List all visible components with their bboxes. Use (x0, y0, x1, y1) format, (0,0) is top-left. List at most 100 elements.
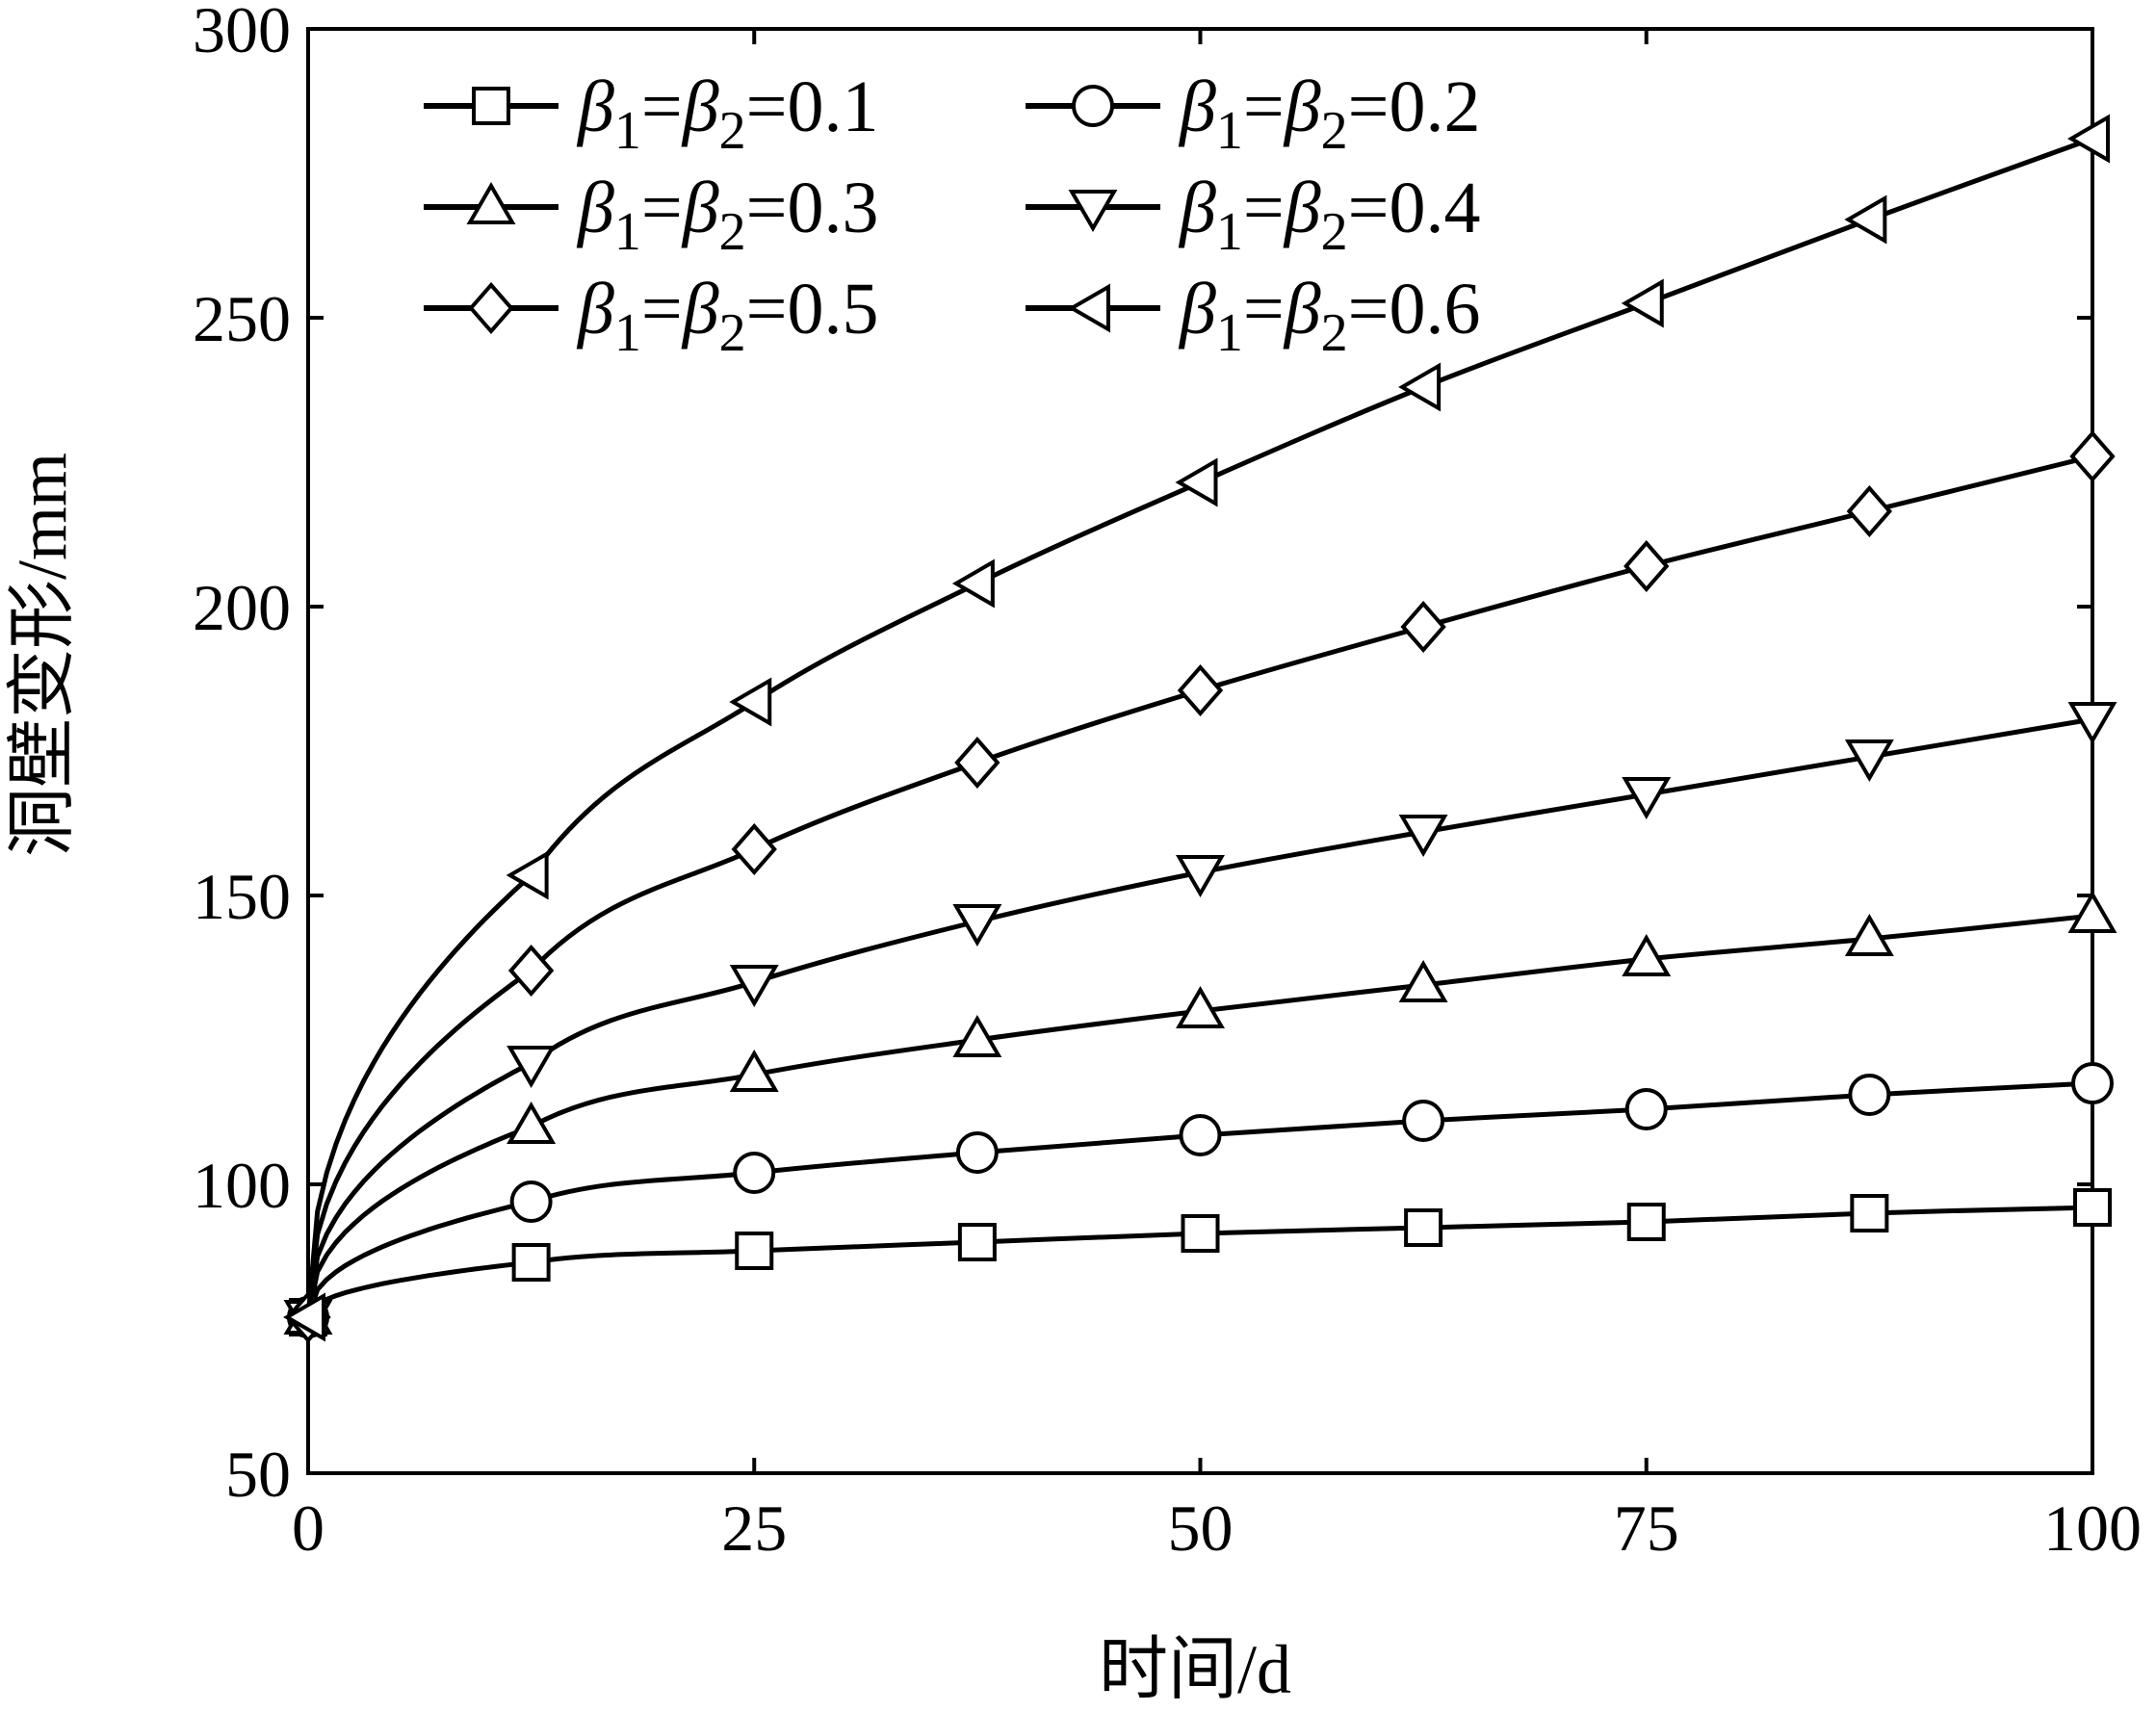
data-point (1404, 1208, 1443, 1247)
data-point (729, 1050, 779, 1092)
data-point (2071, 1062, 2114, 1104)
series-layer (283, 114, 2117, 1344)
series-5 (285, 429, 2116, 1344)
data-point (952, 1015, 1002, 1057)
data-point (1621, 278, 1664, 328)
legend: β1=β2=0.1 β1=β2=0.2β1=β2=0.3 β1=β2=0.4β1=β… (424, 66, 1480, 363)
data-point (951, 558, 995, 609)
legend-label-part: β (576, 168, 614, 248)
legend-label-part: 2 (1321, 101, 1348, 161)
legend-label-part: =0.5 (746, 269, 879, 350)
data-point (1622, 934, 1672, 976)
data-point (2067, 891, 2117, 933)
legend-label-part: =0.1 (746, 66, 879, 147)
legend-entry: β1=β2=0.6 (1026, 269, 1480, 363)
legend-label: β1=β2=0.2 (1178, 66, 1480, 161)
y-tick-label: 50 (225, 1438, 291, 1511)
legend-label-part: β (576, 269, 614, 350)
y-axis-label: 洞壁变形/mm (4, 453, 81, 857)
data-point (1844, 739, 1894, 782)
data-point (2067, 114, 2110, 164)
legend-entry: β1=β2=0.4 (1026, 168, 1480, 262)
legend-label-part: β (1283, 66, 1321, 147)
data-point (509, 1180, 553, 1223)
data-point (1846, 484, 1893, 538)
data-point (731, 822, 777, 876)
legend-label-part: =0.4 (1348, 168, 1481, 248)
legend-label-part: β (1283, 269, 1321, 350)
series-2 (287, 1062, 2114, 1338)
data-point (1623, 539, 1670, 593)
data-point (2069, 429, 2116, 483)
legend-entry: β1=β2=0.2 (1026, 66, 1480, 161)
data-point (1175, 457, 1218, 507)
series-6 (283, 114, 2110, 1342)
legend-label-part: β (1178, 168, 1216, 248)
legend-label-part: β (681, 269, 719, 350)
data-point (957, 1223, 997, 1261)
data-point (1179, 1114, 1222, 1156)
data-point (511, 1243, 551, 1282)
legend-label-part: 1 (1216, 202, 1243, 262)
x-tick-label: 100 (2043, 1492, 2142, 1565)
y-tick-label: 150 (193, 860, 291, 933)
data-point (1402, 1100, 1445, 1142)
legend-label-part: β (1178, 269, 1216, 350)
legend-entry: β1=β2=0.1 (424, 66, 878, 161)
data-point (1176, 986, 1225, 1028)
data-point (729, 677, 772, 727)
legend-label-part: 1 (1216, 303, 1243, 363)
data-point (1400, 600, 1446, 654)
data-point (507, 1102, 557, 1144)
legend-marker (1072, 85, 1114, 127)
legend-label-part: 1 (1216, 101, 1243, 161)
legend-label-part: β (681, 66, 719, 147)
legend-label-part: = (641, 269, 683, 350)
data-point (1624, 1088, 1668, 1130)
legend-label-part: 1 (614, 303, 641, 363)
data-point (2073, 1188, 2112, 1227)
data-point (507, 944, 555, 998)
data-point (1848, 1074, 1891, 1116)
axes: 0 25 50 75 100 50 100 150 200 250 300 (193, 0, 2142, 1565)
legend-label-part: = (641, 66, 683, 147)
data-point (733, 1152, 776, 1194)
legend-label: β1=β2=0.1 (576, 66, 878, 161)
y-tick-label: 200 (193, 571, 291, 644)
data-point (955, 1131, 999, 1174)
data-point (735, 1232, 774, 1270)
data-point (507, 1046, 557, 1088)
legend-label-part: = (1243, 66, 1285, 147)
data-point (1177, 663, 1224, 717)
x-axis-label: 时间/d (1099, 1631, 1291, 1708)
y-tick-label: 250 (193, 282, 291, 355)
legend-label-part: =0.3 (746, 168, 879, 248)
legend-label: β1=β2=0.6 (1178, 269, 1480, 363)
legend-label-part: β (681, 168, 719, 248)
data-point (1398, 960, 1448, 1002)
legend-marker (466, 182, 516, 224)
data-point (506, 850, 549, 900)
legend-label-part: β (1178, 66, 1216, 147)
legend-entry: β1=β2=0.3 (424, 168, 878, 262)
legend-label: β1=β2=0.4 (1178, 168, 1480, 262)
x-tick-label: 25 (721, 1492, 787, 1565)
data-point (2067, 702, 2117, 744)
x-tick-label: 50 (1168, 1492, 1234, 1565)
data-point (1398, 815, 1448, 857)
legend-label-part: β (576, 66, 614, 147)
data-point (952, 904, 1002, 947)
data-point (1844, 914, 1894, 956)
series-1 (289, 1188, 2112, 1336)
legend-label-part: =0.2 (1348, 66, 1481, 147)
series-3 (283, 891, 2117, 1335)
legend-marker (1068, 190, 1118, 232)
legend-label: β1=β2=0.3 (576, 168, 878, 262)
data-point (1181, 1214, 1220, 1253)
legend-label-part: 2 (719, 303, 746, 363)
data-point (1622, 777, 1672, 819)
legend-entry: β1=β2=0.5 (424, 269, 878, 363)
x-tick-label: 0 (292, 1492, 325, 1565)
legend-label-part: 2 (719, 101, 746, 161)
